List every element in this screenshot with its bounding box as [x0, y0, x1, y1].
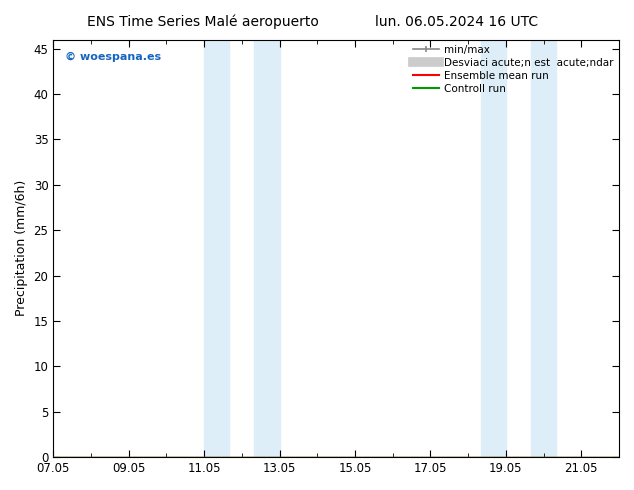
Text: © woespana.es: © woespana.es: [65, 52, 161, 62]
Bar: [254, 40, 280, 457]
Y-axis label: Precipitation (mm/6h): Precipitation (mm/6h): [15, 180, 28, 317]
Bar: [204, 40, 230, 457]
Text: lun. 06.05.2024 16 UTC: lun. 06.05.2024 16 UTC: [375, 15, 538, 29]
Bar: [531, 40, 556, 457]
Legend: min/max, Desviaci acute;n est  acute;ndar, Ensemble mean run, Controll run: min/max, Desviaci acute;n est acute;ndar…: [410, 42, 617, 97]
Bar: [481, 40, 506, 457]
Text: ENS Time Series Malé aeropuerto: ENS Time Series Malé aeropuerto: [87, 15, 319, 29]
